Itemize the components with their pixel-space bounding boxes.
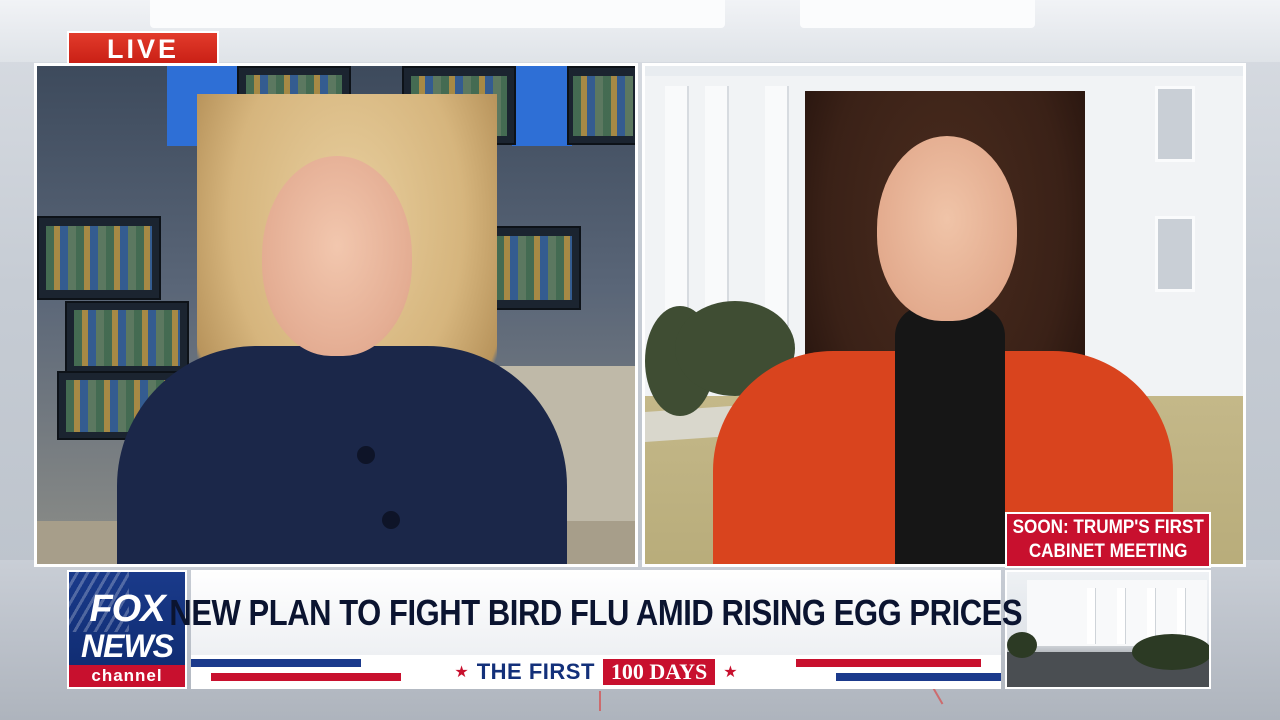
anchor-jacket (117, 346, 567, 564)
newsroom-blue-panel (512, 66, 572, 146)
soon-promo-line2: CABINET MEETING (1028, 541, 1188, 562)
portico-column (765, 86, 787, 326)
logo-fox-text: FOX (89, 588, 165, 630)
banner-stripe-blue (836, 673, 1001, 681)
newsroom-monitor (567, 66, 635, 145)
guest-video-panel (642, 63, 1246, 567)
logo-channel-text: channel (69, 665, 185, 687)
headline-text: NEW PLAN TO FIGHT BIRD FLU AMID RISING E… (169, 591, 1023, 633)
banner-stripe-blue (191, 659, 361, 667)
soon-promo-box: SOON: TRUMP'S FIRST CABINET MEETING (1005, 512, 1211, 568)
live-badge: LIVE (67, 31, 219, 67)
floor-line (599, 691, 601, 711)
thumbnail-column (1147, 588, 1155, 644)
thumbnail-column (1087, 588, 1095, 644)
thumbnail-column (1117, 588, 1125, 644)
star-icon: ★ (723, 664, 738, 681)
anchor-face (262, 156, 412, 356)
banner-stripe-red (211, 673, 401, 681)
newsroom-monitor (65, 301, 189, 375)
headline-chyron: NEW PLAN TO FIGHT BIRD FLU AMID RISING E… (170, 570, 1023, 655)
thumbnail-bush (1132, 634, 1209, 670)
show-title-badge: 100 DAYS (602, 659, 716, 685)
show-title: ★ THE FIRST 100 DAYS ★ (448, 659, 744, 685)
white-house-window (1155, 86, 1195, 162)
soon-promo-line1: SOON: TRUMP'S FIRST (1012, 517, 1204, 538)
thumbnail-bush (1007, 632, 1037, 658)
portico-column (705, 86, 727, 326)
white-house-window (1155, 216, 1195, 292)
soon-promo-thumbnail (1005, 570, 1211, 689)
ceiling-light (150, 0, 725, 28)
logo-stripes (69, 572, 129, 632)
jacket-button (357, 446, 375, 464)
jacket-button (382, 511, 400, 529)
logo-news-text: NEWS (81, 628, 174, 664)
newsroom-monitor (37, 216, 161, 300)
show-banner: ★ THE FIRST 100 DAYS ★ (191, 655, 1001, 689)
fox-news-logo: FOX NEWS channel (67, 570, 187, 689)
guest-turtleneck (895, 306, 1005, 564)
star-icon: ★ (454, 664, 469, 681)
thumbnail-column (1177, 588, 1185, 644)
banner-stripe-red (796, 659, 981, 667)
show-title-text: THE FIRST (476, 659, 595, 684)
guest-face (877, 136, 1017, 321)
ceiling-light (800, 0, 1035, 28)
anchor-video-panel (34, 63, 638, 567)
portico-column (665, 86, 687, 326)
